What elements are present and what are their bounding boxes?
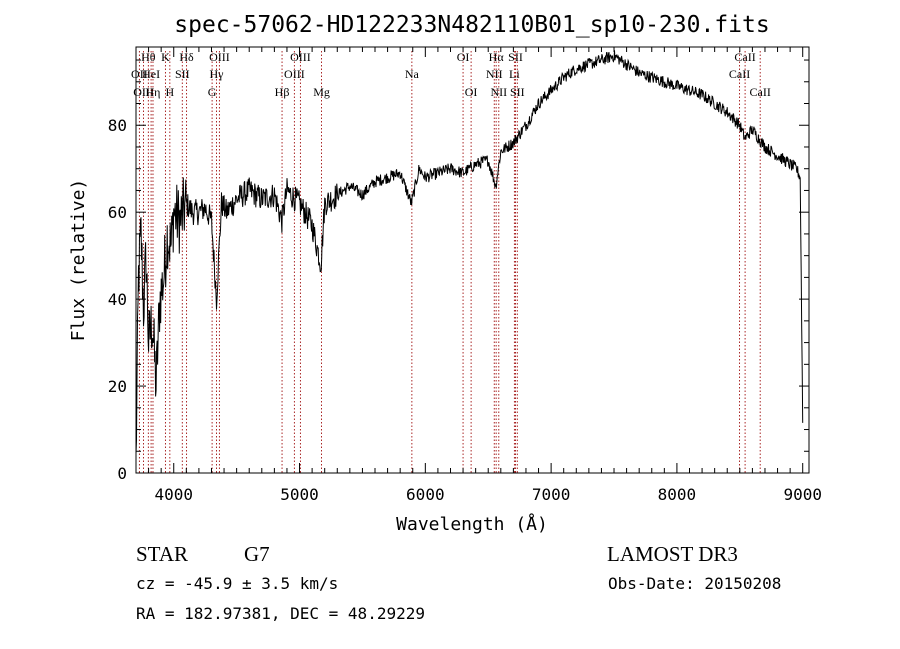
line-label-H: H bbox=[166, 85, 175, 99]
line-label-CaII: CaII bbox=[729, 67, 750, 81]
flux-series-line bbox=[135, 50, 804, 454]
y-tick-label: 40 bbox=[108, 290, 127, 309]
object-class-label: STAR bbox=[136, 542, 188, 566]
line-label-HeI: HeI bbox=[142, 67, 160, 81]
line-label-Hα: Hα bbox=[489, 50, 505, 64]
y-tick-label: 0 bbox=[117, 464, 127, 483]
x-tick-label: 7000 bbox=[532, 485, 571, 504]
y-tick-label: 80 bbox=[108, 116, 127, 135]
line-label-Mg: Mg bbox=[313, 85, 330, 99]
x-tick-label: 8000 bbox=[658, 485, 697, 504]
line-label-Hβ: Hβ bbox=[275, 85, 290, 99]
line-label-Hη: Hη bbox=[146, 85, 161, 99]
x-axis-ticks: 4000 5000 6000 7000 8000 9000 bbox=[148, 47, 822, 504]
plot-frame bbox=[135, 46, 810, 474]
line-label-OI: OI bbox=[465, 85, 478, 99]
line-label-SII: SII bbox=[175, 67, 190, 81]
y-tick-label: 20 bbox=[108, 377, 127, 396]
y-axis-ticks: 0 20 40 60 80 bbox=[108, 59, 809, 483]
line-label-Na: Na bbox=[405, 67, 420, 81]
spectral-line-markers bbox=[138, 51, 761, 473]
line-label-SII: SII bbox=[508, 50, 523, 64]
obs-date-text: Obs-Date: 20150208 bbox=[608, 574, 781, 593]
line-label-G: G bbox=[208, 85, 217, 99]
line-label-CaII: CaII bbox=[750, 85, 771, 99]
line-label-OIII: OIII bbox=[290, 50, 311, 64]
line-label-K: K bbox=[161, 50, 170, 64]
line-label-SII: SII bbox=[510, 85, 525, 99]
x-tick-label: 9000 bbox=[783, 485, 822, 504]
line-label-OIII: OIII bbox=[133, 85, 154, 99]
line-label-NII: NII bbox=[486, 67, 503, 81]
y-axis-label: Flux (relative) bbox=[68, 179, 89, 342]
object-subclass-label: G7 bbox=[244, 542, 270, 566]
line-label-OI: OI bbox=[457, 50, 470, 64]
redshift-text: cz = -45.9 ± 3.5 km/s bbox=[136, 574, 338, 593]
line-label-Hγ: Hγ bbox=[210, 67, 225, 81]
line-label-Hδ: Hδ bbox=[179, 50, 194, 64]
survey-label: LAMOST DR3 bbox=[607, 542, 738, 566]
line-label-NII: NII bbox=[490, 85, 507, 99]
x-tick-label: 5000 bbox=[280, 485, 319, 504]
line-label-Li: Li bbox=[509, 67, 520, 81]
line-label-OIII: OIII bbox=[209, 50, 230, 64]
x-tick-label: 6000 bbox=[406, 485, 445, 504]
coordinates-text: RA = 182.97381, DEC = 48.29229 bbox=[136, 604, 425, 623]
line-label-OIII: OIII bbox=[284, 67, 305, 81]
line-label-CaII: CaII bbox=[734, 50, 755, 64]
chart-title: spec-57062-HD122233N482110B01_sp10-230.f… bbox=[174, 12, 769, 38]
x-tick-label: 4000 bbox=[154, 485, 193, 504]
line-label-OII: OII bbox=[131, 67, 148, 81]
y-tick-label: 60 bbox=[108, 203, 127, 222]
line-label-Hθ: Hθ bbox=[141, 50, 156, 64]
x-axis-label: Wavelength (Å) bbox=[396, 513, 548, 535]
